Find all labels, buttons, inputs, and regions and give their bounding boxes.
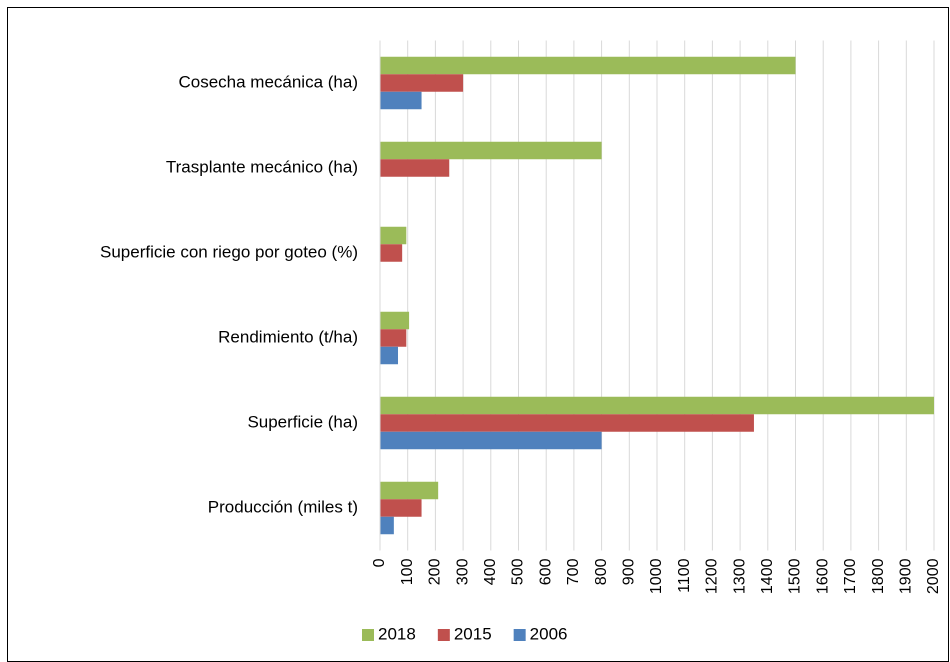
bar [380, 226, 407, 245]
bar [380, 481, 439, 500]
x-tick-label: 800 [593, 558, 610, 585]
x-tick-label: 700 [565, 558, 582, 585]
x-tick-label: 2000 [925, 558, 942, 594]
x-tick-label: 600 [537, 558, 554, 585]
x-tick-label: 1600 [814, 558, 831, 594]
x-tick-label: 1000 [648, 558, 665, 594]
bar [380, 346, 399, 365]
y-tick-label: Cosecha mecánica (ha) [178, 72, 358, 91]
bar [380, 56, 796, 75]
legend-swatch [513, 629, 526, 641]
y-tick-label: Producción (miles t) [208, 497, 358, 516]
y-tick-label: Trasplante mecánico (ha) [166, 157, 358, 176]
bar [380, 396, 934, 415]
legend-swatch [362, 629, 374, 641]
legend-label: 2006 [530, 624, 568, 643]
x-tick-label: 1400 [759, 558, 776, 594]
bar [380, 311, 410, 330]
bar [380, 141, 602, 160]
x-tick-label: 1800 [870, 558, 887, 594]
x-tick-label: 400 [482, 558, 499, 585]
x-tick-label: 500 [510, 558, 527, 585]
x-tick-label: 200 [427, 558, 444, 585]
bar [380, 431, 602, 450]
x-tick-label: 300 [454, 558, 471, 585]
x-tick-label: 100 [399, 558, 416, 585]
y-tick-label: Rendimiento (t/ha) [218, 327, 358, 346]
legend-label: 2015 [454, 624, 492, 643]
bar [380, 244, 403, 262]
x-tick-label: 1300 [731, 558, 748, 594]
x-tick-label: 900 [621, 558, 638, 585]
legend-swatch [437, 629, 450, 641]
x-tick-label: 1100 [676, 558, 693, 593]
bar [380, 414, 754, 432]
y-tick-label: Superficie (ha) [247, 412, 358, 431]
bar [380, 159, 450, 177]
y-tick-label: Superficie con riego por goteo (%) [100, 242, 358, 261]
bar [380, 91, 422, 110]
bar [380, 516, 394, 535]
x-tick-label: 1200 [704, 558, 721, 594]
x-tick-label: 1900 [898, 558, 915, 594]
x-tick-label: 0 [371, 558, 388, 567]
x-tick-label: 1500 [787, 558, 804, 594]
legend-label: 2018 [378, 624, 416, 643]
bar [380, 499, 422, 517]
bar [380, 329, 407, 347]
bar [380, 74, 464, 92]
x-tick-label: 1700 [842, 558, 859, 594]
chart-frame [7, 7, 949, 662]
